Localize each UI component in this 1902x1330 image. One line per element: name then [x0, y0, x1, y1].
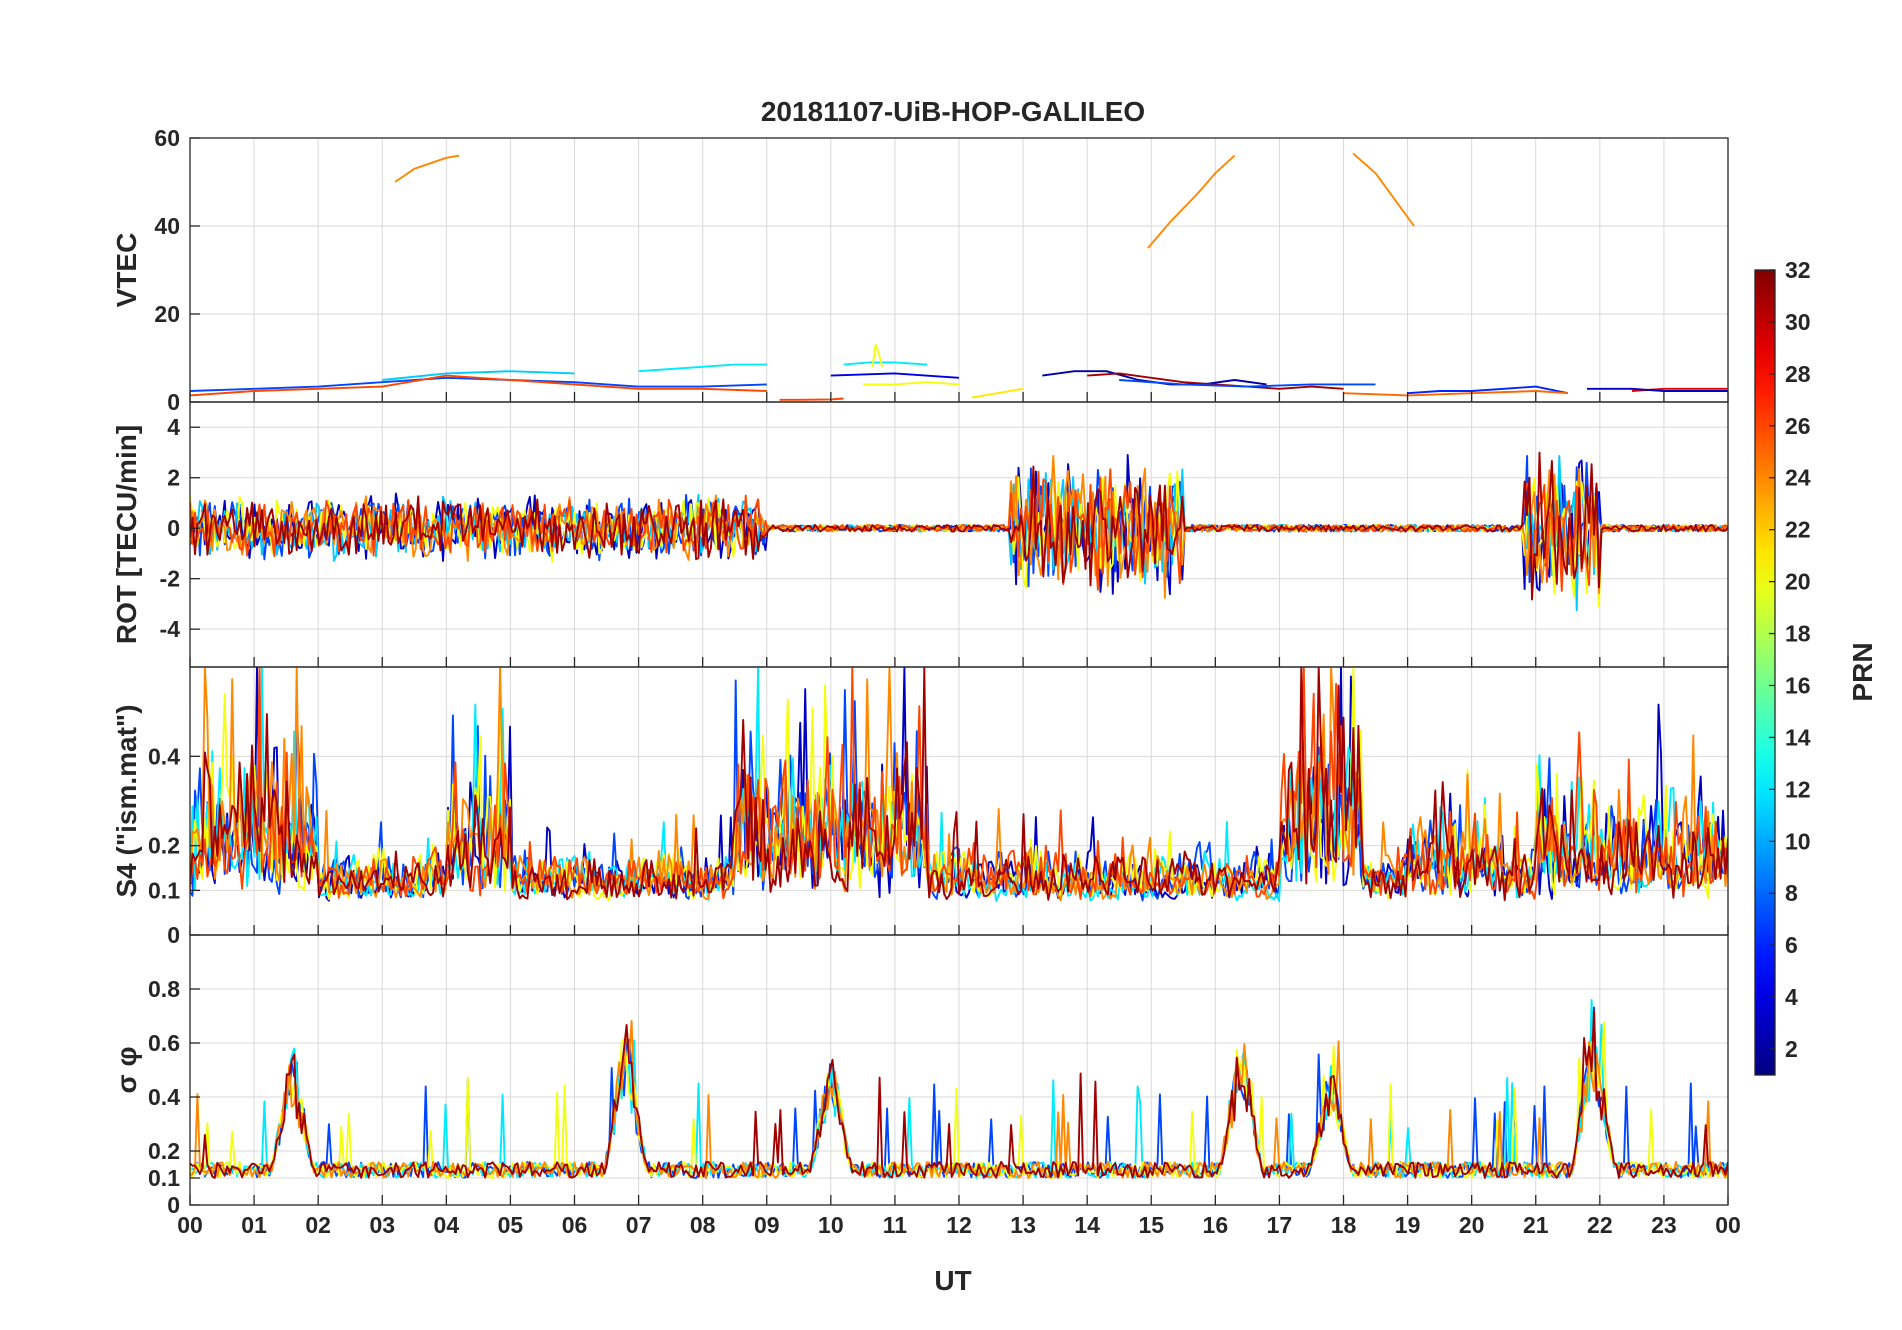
- colorbar-tick-label: 10: [1785, 828, 1811, 854]
- y-tick-label: 20: [154, 301, 180, 327]
- y-tick-label: 40: [154, 213, 180, 239]
- colorbar-tick-label: 12: [1785, 776, 1811, 802]
- series-prn-31: [190, 667, 1728, 902]
- y-tick-label: 0.2: [148, 1138, 180, 1164]
- series-group: [190, 451, 1728, 612]
- y-tick-label: 0.1: [148, 1165, 180, 1191]
- y-tick-label: 0.8: [148, 976, 180, 1002]
- y-tick-label: 0: [167, 922, 180, 948]
- y-tick-label: 0.1: [148, 877, 180, 903]
- y-tick-label: 0.2: [148, 833, 180, 859]
- y-axis-label: S4 ("ism.mat"): [111, 704, 142, 897]
- y-tick-label: 2: [167, 465, 180, 491]
- x-tick-label: 18: [1331, 1212, 1357, 1238]
- y-tick-label: 0: [167, 515, 180, 541]
- colorbar-tick-label: 28: [1785, 361, 1811, 387]
- x-tick-label: 04: [434, 1212, 460, 1238]
- x-tick-label: 22: [1587, 1212, 1613, 1238]
- x-tick-label: 14: [1074, 1212, 1100, 1238]
- series-prn-31: [190, 451, 1728, 601]
- series-group: [190, 667, 1728, 903]
- series-prn-12: [638, 363, 767, 373]
- series-prn-24: [1147, 154, 1236, 249]
- colorbar-tick-label: 24: [1785, 465, 1811, 491]
- y-axis-label: ROT [TECU/min]: [111, 425, 142, 644]
- chart-title: 20181107-UiB-HOP-GALILEO: [761, 96, 1145, 127]
- series-group: [190, 152, 1728, 401]
- x-tick-label: 00: [177, 1212, 203, 1238]
- y-axis-label: VTEC: [111, 233, 142, 308]
- series-prn-4: [830, 372, 960, 379]
- colorbar-tick-label: 20: [1785, 569, 1811, 595]
- colorbar-tick-label: 22: [1785, 517, 1811, 543]
- series-prn-31: [1087, 372, 1344, 390]
- x-tick-label: 02: [305, 1212, 331, 1238]
- panel-4: 00.10.2 0.4 0.6 0.8 σ φ: [111, 934, 1729, 1218]
- panel-2: -4 -2 0 2 4 ROT [TECU/min]: [111, 401, 1729, 668]
- x-tick-label: 21: [1523, 1212, 1549, 1238]
- y-tick-label: -4: [160, 616, 181, 642]
- panel-1: 0 20 40 60 VTEC: [111, 125, 1729, 415]
- series-prn-24: [1352, 152, 1415, 227]
- colorbar-tick-label: 4: [1785, 984, 1798, 1010]
- x-tick-label: 11: [883, 1212, 908, 1238]
- x-tick-label: 12: [946, 1212, 972, 1238]
- x-tick-label: 10: [818, 1212, 844, 1238]
- x-tick-label: 15: [1138, 1212, 1164, 1238]
- colorbar-tick-label: 14: [1785, 724, 1811, 750]
- series-prn-26: [190, 374, 767, 397]
- colorbar-tick-label: 30: [1785, 309, 1811, 335]
- y-tick-label: 60: [154, 125, 180, 151]
- series-group: [190, 998, 1728, 1179]
- x-tick-label: 05: [498, 1212, 524, 1238]
- panel-3: 0 0.1 0.2 0.4S4 ("ism.mat"): [111, 666, 1729, 948]
- series-prn-24: [394, 154, 460, 183]
- y-tick-label: 0: [167, 1192, 180, 1218]
- x-tick-label: 19: [1395, 1212, 1421, 1238]
- y-tick-label: 0: [167, 389, 180, 415]
- colorbar-label: PRN: [1847, 642, 1878, 701]
- y-axis-label: σ φ: [111, 1047, 142, 1094]
- x-tick-label: 07: [626, 1212, 652, 1238]
- series-prn-21: [971, 387, 1024, 399]
- colorbar-gradient: [1754, 269, 1776, 1076]
- series-prn-7: [1119, 379, 1376, 388]
- series-prn-26: [779, 397, 844, 401]
- series-prn-7: [190, 376, 767, 392]
- x-tick-label: 03: [369, 1212, 395, 1238]
- colorbar-tick-label: 32: [1785, 257, 1811, 283]
- colorbar-tick-label: 8: [1785, 880, 1798, 906]
- series-prn-20: [862, 381, 960, 386]
- colorbar-tick-label: 2: [1785, 1036, 1798, 1062]
- x-tick-label: 20: [1459, 1212, 1485, 1238]
- x-tick-label: 13: [1010, 1212, 1036, 1238]
- x-tick-label: 01: [241, 1212, 267, 1238]
- series-prn-20: [871, 343, 884, 368]
- x-tick-label: 17: [1267, 1212, 1293, 1238]
- y-tick-label: -2: [160, 566, 180, 592]
- colorbar-tick-label: 16: [1785, 672, 1811, 698]
- colorbar-tick-label: 26: [1785, 413, 1811, 439]
- x-tick-label: 08: [690, 1212, 716, 1238]
- x-tick-label: 06: [562, 1212, 588, 1238]
- y-tick-label: 0.4: [148, 1084, 180, 1110]
- y-tick-label: 4: [167, 414, 180, 440]
- x-axis-label: UT: [934, 1265, 971, 1296]
- series-prn-6: [1407, 385, 1568, 395]
- x-tick-label: 16: [1203, 1212, 1229, 1238]
- x-tick-label: 09: [754, 1212, 780, 1238]
- series-prn-31: [190, 1009, 1728, 1179]
- series-prn-12: [843, 361, 928, 366]
- x-tick-label: 00: [1715, 1212, 1741, 1238]
- series-prn-3: [1587, 387, 1728, 392]
- x-tick-label: 23: [1651, 1212, 1677, 1238]
- colorbar-tick-label: 18: [1785, 621, 1811, 647]
- y-tick-label: 0.6: [148, 1030, 180, 1056]
- y-tick-label: 0.4: [148, 743, 180, 769]
- colorbar-tick-label: 6: [1785, 932, 1798, 958]
- series-prn-11: [382, 370, 575, 381]
